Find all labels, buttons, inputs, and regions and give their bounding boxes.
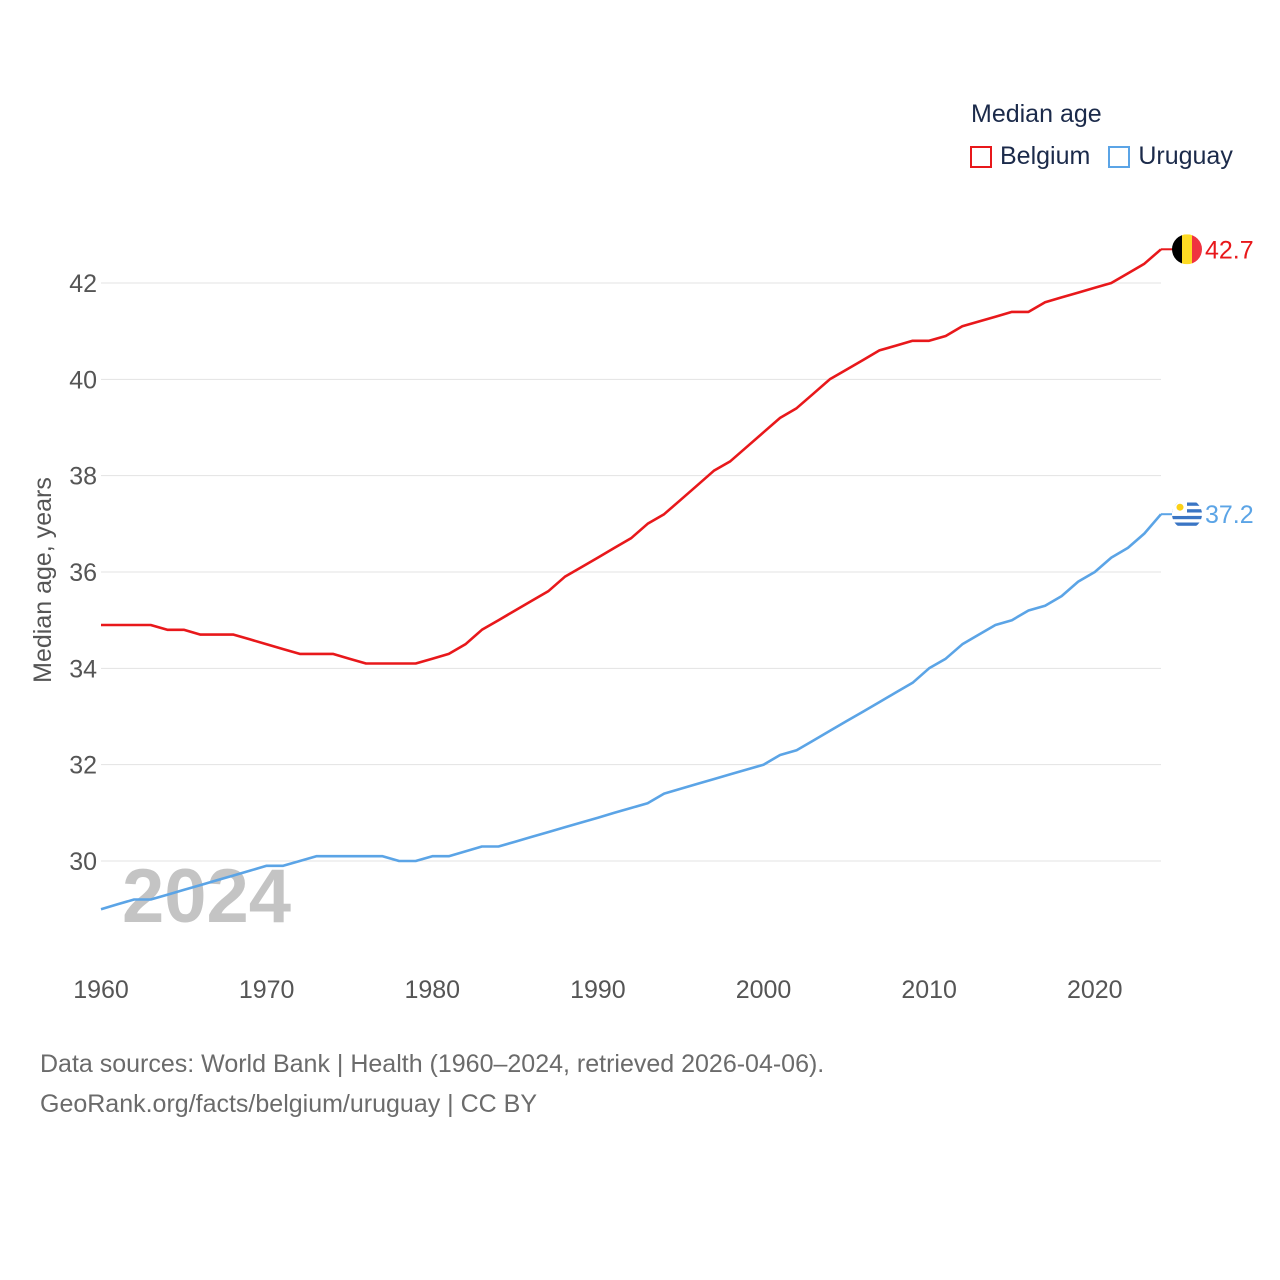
end-labels: 42.7 37.2	[1205, 236, 1254, 529]
legend-label-uruguay: Uruguay	[1138, 142, 1233, 170]
end-label-uruguay: 37.2	[1205, 501, 1254, 529]
x-tick-label: 1970	[239, 976, 295, 1004]
footer-attribution[interactable]: GeoRank.org/facts/belgium/uruguay | CC B…	[40, 1090, 538, 1118]
legend-item-uruguay[interactable]: Uruguay	[1108, 142, 1233, 171]
uruguay-flag-icon	[1172, 499, 1202, 530]
x-tick-label: 2020	[1067, 976, 1123, 1004]
y-tick-label: 38	[69, 463, 97, 491]
end-label-belgium: 42.7	[1205, 236, 1254, 264]
legend-label-belgium: Belgium	[1000, 142, 1091, 170]
y-axis-ticks: 30 32 34 36 38 40 42	[69, 270, 97, 876]
y-tick-label: 32	[69, 752, 97, 780]
legend: Belgium Uruguay	[970, 142, 1251, 171]
x-tick-label: 2000	[736, 976, 792, 1004]
x-tick-label: 1990	[570, 976, 626, 1004]
series-line-uruguay	[100, 513, 1162, 911]
y-tick-label: 42	[69, 270, 97, 298]
x-tick-label: 2010	[901, 976, 957, 1004]
x-tick-label: 1980	[404, 976, 460, 1004]
x-axis-ticks: 1960 1970 1980 1990 2000 2010 2020	[73, 976, 1122, 1004]
y-axis-label: Median age, years	[29, 477, 57, 683]
x-tick-label: 1960	[73, 976, 129, 1004]
y-tick-label: 36	[69, 559, 97, 587]
y-tick-label: 34	[69, 655, 97, 683]
legend-item-belgium[interactable]: Belgium	[970, 142, 1090, 171]
legend-swatch-uruguay	[1108, 145, 1131, 168]
belgium-flag-icon	[1172, 234, 1202, 265]
legend-swatch-belgium	[970, 145, 992, 168]
y-tick-label: 30	[69, 848, 97, 876]
y-tick-label: 40	[69, 366, 97, 394]
series-line-belgium	[101, 248, 1162, 665]
footer: Data sources: World Bank | Health (1960–…	[40, 1044, 824, 1124]
grid-lines	[101, 282, 1161, 862]
footer-sources: Data sources: World Bank | Health (1960–…	[40, 1050, 825, 1078]
legend-title: Median age	[971, 100, 1102, 128]
series-lines	[100, 248, 1174, 911]
